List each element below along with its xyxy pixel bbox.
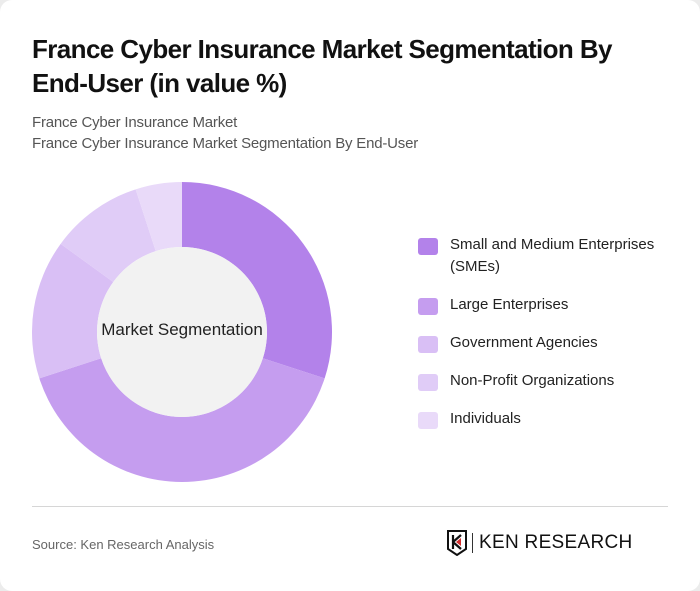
source-note: Source: Ken Research Analysis — [32, 537, 215, 552]
legend-item: Individuals — [418, 408, 688, 430]
donut-segment-individuals — [135, 182, 182, 252]
legend-item: Non-Profit Organizations — [418, 370, 688, 392]
chart-subtitle-market: France Cyber Insurance Market — [32, 114, 238, 131]
legend-item: Large Enterprises — [418, 294, 688, 316]
donut-segment-small-and-medium-enterprises-smes — [182, 182, 332, 379]
legend-swatch — [418, 298, 438, 315]
legend-swatch — [418, 238, 438, 255]
logo-text: KEN RESEARCH — [479, 532, 633, 553]
legend-label: Government Agencies — [450, 334, 598, 351]
footer-divider — [32, 506, 668, 507]
donut-segment-government-agencies — [32, 243, 114, 379]
donut-hole — [97, 247, 267, 417]
legend-item: Small and Medium Enterprises (SMEs) — [418, 234, 688, 278]
donut-chart — [32, 182, 332, 482]
legend-swatch — [418, 374, 438, 391]
donut-center-label: Market Segmentation — [101, 320, 263, 339]
chart-title: France Cyber Insurance Market Segmentati… — [32, 34, 612, 98]
legend-label: Small and Medium Enterprises (SMEs) — [450, 236, 655, 275]
legend-swatch — [418, 412, 438, 429]
donut-segment-non-profit-organizations — [60, 189, 156, 283]
legend-swatch — [418, 336, 438, 353]
ken-research-logo-icon — [447, 530, 467, 556]
legend-label: Individuals — [450, 410, 521, 427]
chart-subtitle-segmentation: France Cyber Insurance Market Segmentati… — [32, 135, 419, 152]
legend-item: Government Agencies — [418, 332, 688, 354]
logo-separator — [472, 533, 473, 553]
chart-legend: Small and Medium Enterprises (SMEs) Large… — [418, 234, 688, 446]
legend-label: Non-Profit Organizations — [450, 372, 615, 389]
ken-research-logo: KEN RESEARCH — [447, 530, 633, 556]
donut-segment-large-enterprises — [39, 358, 325, 482]
legend-label: Large Enterprises — [450, 296, 569, 313]
